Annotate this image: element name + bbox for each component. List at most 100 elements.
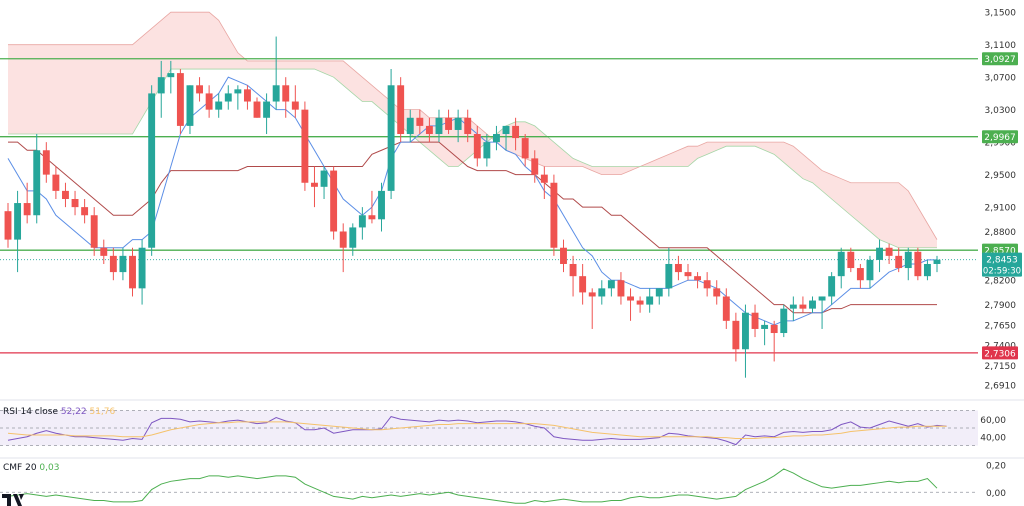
candle xyxy=(186,85,194,135)
candle xyxy=(435,109,443,143)
candle xyxy=(636,296,644,313)
price-axis[interactable]: 3,1500 3,1100 3,0700 3,0300 2,9900 2,9500 2,91… xyxy=(978,0,1024,506)
candle xyxy=(358,207,366,240)
rsi-legend-title: RSI 14 close xyxy=(3,407,61,417)
candle-body xyxy=(406,117,414,135)
candle-body xyxy=(674,263,682,273)
candle xyxy=(311,166,318,208)
candle xyxy=(751,304,759,338)
candle-body xyxy=(770,324,778,334)
candle xyxy=(655,288,663,305)
candle-body xyxy=(378,190,385,220)
candle xyxy=(607,280,615,297)
candle xyxy=(14,190,22,273)
candle xyxy=(665,247,673,297)
candle xyxy=(550,174,558,256)
candle-body xyxy=(62,190,69,199)
candle xyxy=(732,312,740,362)
price-pane[interactable] xyxy=(0,11,978,378)
candle-body xyxy=(703,280,711,289)
candle-body xyxy=(23,203,31,216)
tradingview-logo-icon[interactable] xyxy=(2,494,24,506)
candle xyxy=(722,288,730,329)
candle-body xyxy=(598,288,606,297)
tradingview-logo[interactable] xyxy=(2,494,24,506)
tenkan-line xyxy=(7,76,937,326)
candle-body xyxy=(923,263,931,277)
candle-body xyxy=(176,73,184,126)
candle-body xyxy=(646,296,654,305)
candle-body xyxy=(521,138,529,159)
candle xyxy=(167,60,175,94)
candle-body xyxy=(129,255,136,289)
candle xyxy=(129,247,136,297)
candle-body xyxy=(933,259,941,264)
candle xyxy=(301,101,309,191)
price-tick-label: 3,1100 xyxy=(985,41,1017,51)
candle-body xyxy=(368,215,376,220)
candle xyxy=(646,288,654,313)
candle-body xyxy=(454,117,462,130)
candle-body xyxy=(722,296,730,321)
candle-body xyxy=(52,174,60,191)
cmf-pane[interactable]: 0,20 0,00 CMF 20 0,03 xyxy=(0,457,1024,504)
rsi-pane[interactable]: 60,00 40,00 RSI 14 close 52,22 51,76 xyxy=(0,399,1024,446)
candle xyxy=(464,109,472,143)
cmf-tick-label: 0,00 xyxy=(986,489,1006,499)
candle xyxy=(789,296,797,321)
cmf-tick-label: 0,20 xyxy=(986,461,1006,471)
candle-body xyxy=(607,280,615,289)
cmf-legend-value: 0,03 xyxy=(39,463,59,473)
candle-body xyxy=(4,211,12,240)
price-tick-label: 3,0300 xyxy=(985,106,1017,116)
candle-body xyxy=(780,308,788,334)
candle xyxy=(770,320,778,362)
candle xyxy=(569,255,577,297)
candle xyxy=(397,77,405,143)
candle xyxy=(885,243,893,264)
candle-body xyxy=(684,272,692,277)
candle xyxy=(416,109,424,135)
candle xyxy=(320,166,328,199)
price-tick-label: 3,1500 xyxy=(985,9,1017,19)
candle xyxy=(674,255,682,281)
candle-body xyxy=(847,251,855,269)
candle-body xyxy=(263,101,271,118)
candle xyxy=(234,85,242,110)
candle xyxy=(837,247,845,289)
candle-body xyxy=(71,199,79,208)
level-badge-label: 2,9967 xyxy=(984,133,1016,143)
candle-body xyxy=(148,93,156,248)
price-tick-label: 2,9500 xyxy=(985,171,1017,181)
rsi-legend-value: 52,22 xyxy=(61,407,90,417)
level-badge-label: 2,8570 xyxy=(984,247,1016,257)
price-tick-label: 2,9100 xyxy=(985,204,1017,214)
candle xyxy=(196,77,203,102)
candle-body xyxy=(895,255,903,269)
candle-body xyxy=(531,158,539,175)
candle xyxy=(100,239,108,264)
candle-body xyxy=(311,182,318,187)
candle-body xyxy=(196,85,203,94)
candle-body xyxy=(358,215,366,228)
last-price-label: 2,8453 xyxy=(986,256,1018,266)
countdown-label: 02:59:30 xyxy=(983,267,1021,277)
candle xyxy=(339,223,347,273)
candle xyxy=(291,85,299,118)
candle-body xyxy=(186,85,194,126)
candle xyxy=(378,182,385,232)
candle xyxy=(445,109,453,135)
candle-body xyxy=(109,255,117,273)
level-badge-3 xyxy=(982,346,1018,360)
candle-body xyxy=(617,280,625,297)
price-tick-label: 2,8200 xyxy=(985,277,1017,287)
level-badge-1 xyxy=(982,130,1018,144)
candle xyxy=(761,320,769,346)
candle xyxy=(483,134,491,167)
candle-body xyxy=(856,268,864,281)
rsi-tick-label: 60,00 xyxy=(980,416,1006,426)
candle xyxy=(492,125,500,151)
candle-body xyxy=(885,247,893,256)
cmf-series xyxy=(7,468,938,504)
candle-body xyxy=(560,247,567,264)
